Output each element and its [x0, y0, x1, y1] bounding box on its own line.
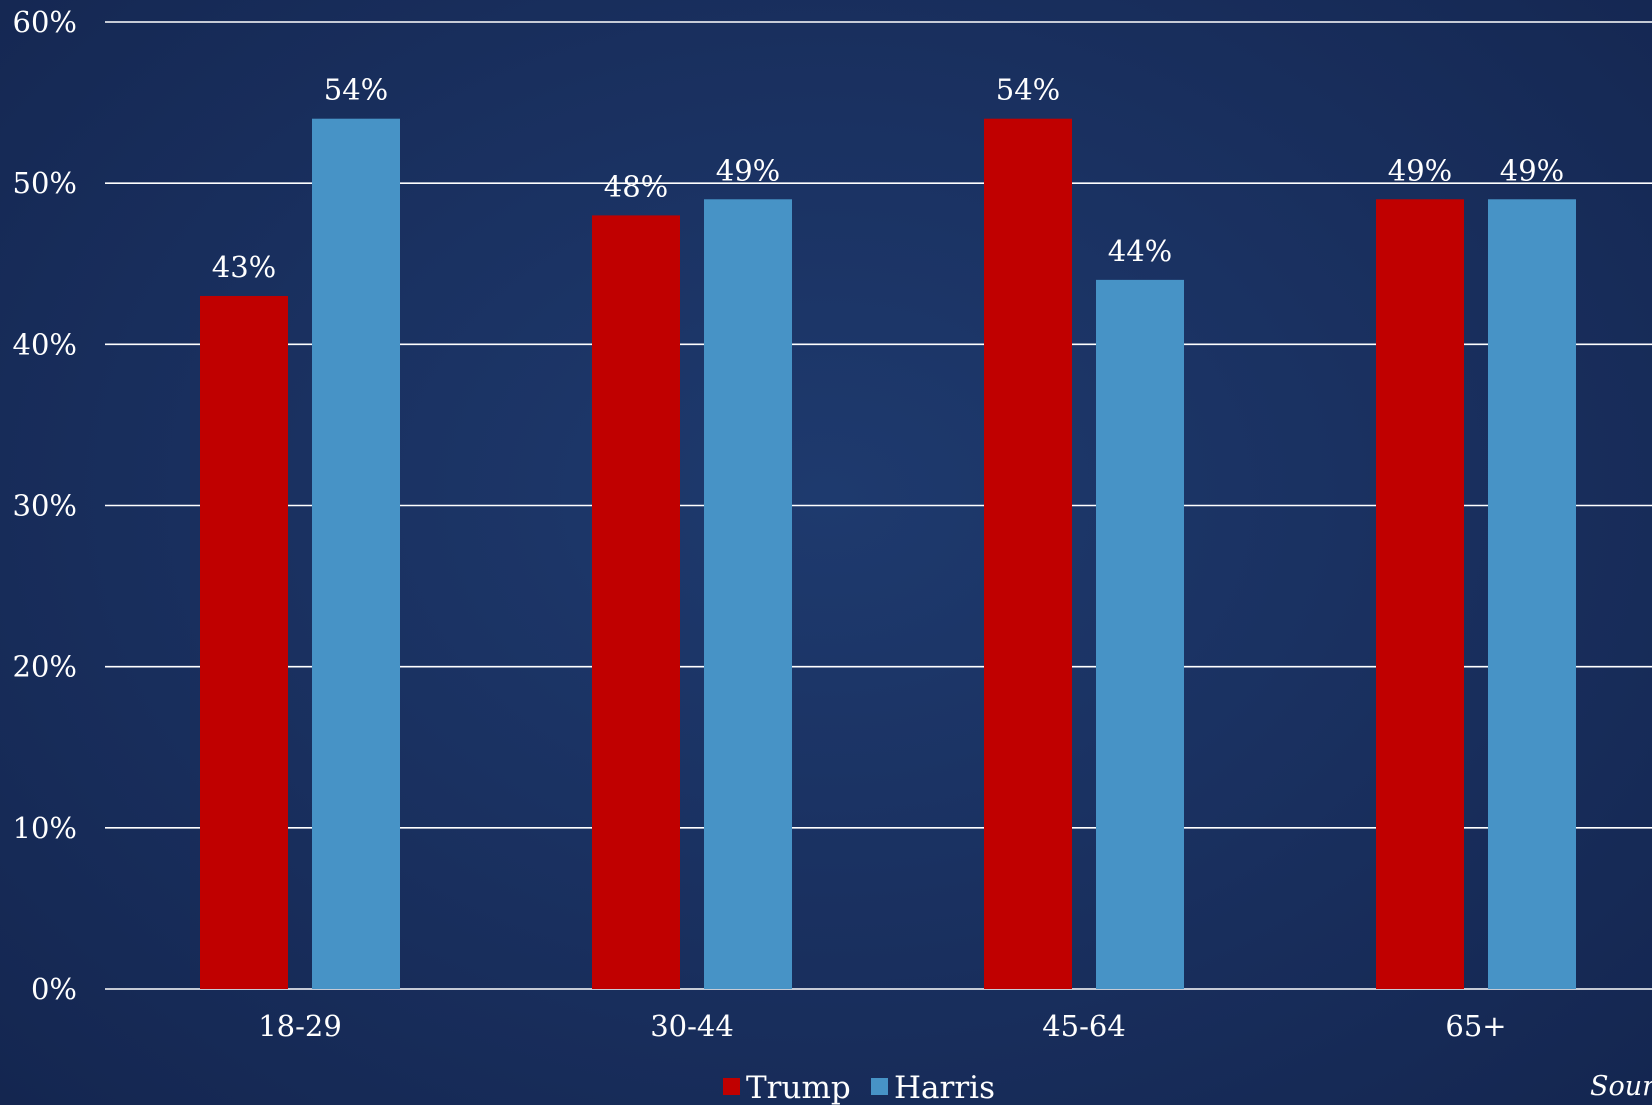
bar-harris-65+ — [1488, 199, 1576, 990]
x-tick-label: 65+ — [1445, 1009, 1506, 1043]
x-tick-label: 18-29 — [258, 1009, 342, 1043]
y-axis-tick-labels: 0% 10% 20% 30% 40% 50% 60% — [13, 5, 77, 1006]
data-label-harris-65+: 49% — [1500, 153, 1564, 187]
x-tick-label: 45-64 — [1042, 1009, 1126, 1043]
data-label-trump-18-29: 43% — [212, 250, 276, 284]
legend-label-trump: Trump — [746, 1070, 851, 1105]
x-tick-label: 30-44 — [650, 1009, 734, 1043]
bars — [200, 118, 1576, 990]
y-tick-label: 10% — [13, 811, 77, 845]
y-tick-label: 30% — [13, 489, 77, 523]
y-tick-label: 0% — [31, 972, 77, 1006]
bar-trump-30-44 — [592, 215, 680, 989]
legend-swatch-harris — [871, 1078, 888, 1095]
legend: Trump Harris — [723, 1070, 995, 1105]
data-label-harris-30-44: 49% — [716, 153, 780, 187]
legend-swatch-trump — [723, 1078, 740, 1095]
data-label-trump-65+: 49% — [1388, 153, 1452, 187]
data-labels: 43% 54% 48% 49% 54% 44% 49% 49% — [212, 73, 1564, 284]
x-axis-tick-labels: 18-29 30-44 45-64 65+ — [258, 1009, 1506, 1043]
bar-trump-18-29 — [200, 295, 288, 989]
data-label-trump-30-44: 48% — [604, 169, 668, 203]
data-label-harris-45-64: 44% — [1108, 234, 1172, 268]
y-tick-label: 60% — [13, 5, 77, 39]
y-tick-label: 40% — [13, 327, 77, 361]
y-tick-label: 20% — [13, 650, 77, 684]
data-label-harris-18-29: 54% — [324, 73, 388, 107]
y-tick-label: 50% — [13, 166, 77, 200]
data-label-trump-45-64: 54% — [996, 73, 1060, 107]
bar-trump-65+ — [1376, 199, 1464, 990]
bar-harris-45-64 — [1096, 279, 1184, 989]
source-note: Sour — [1590, 1071, 1652, 1102]
bar-harris-30-44 — [704, 199, 792, 990]
bar-trump-45-64 — [984, 118, 1072, 989]
bar-harris-18-29 — [312, 118, 400, 989]
legend-label-harris: Harris — [894, 1070, 995, 1105]
